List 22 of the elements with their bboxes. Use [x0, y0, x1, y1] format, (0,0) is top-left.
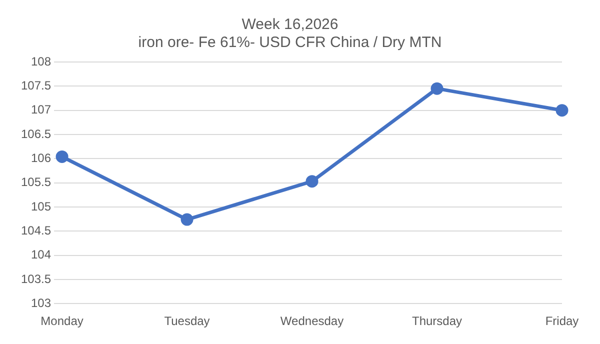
y-tick-label: 104: [31, 248, 52, 262]
y-tick-label: 107: [31, 102, 52, 117]
chart-title: Week 16,2026: [242, 16, 338, 34]
y-tick-label: 106.5: [21, 126, 52, 141]
chart-subtitle: iron ore- Fe 61%- USD CFR China / Dry MTN: [138, 34, 442, 52]
y-tick-label: 105.5: [21, 175, 52, 190]
y-tick-label: 107.5: [21, 78, 52, 92]
point: [306, 175, 318, 188]
y-tick-label: 105: [31, 199, 52, 214]
y-tick-label: 103.5: [21, 272, 52, 286]
y-tick-label: 106: [31, 150, 52, 165]
x-tick-label: Monday: [40, 314, 84, 328]
y-tick-label: 104.5: [21, 223, 52, 238]
point: [556, 104, 568, 117]
point: [430, 82, 444, 95]
point: [180, 213, 194, 226]
x-tick-label: Friday: [545, 314, 579, 328]
x-tick-label: Thursday: [412, 314, 462, 328]
y-tick-label: 108: [31, 54, 52, 68]
y-tick-label: 103: [31, 296, 52, 310]
x-tick-label: Wednesday: [280, 314, 344, 328]
x-tick-label: Tuesday: [164, 314, 210, 328]
